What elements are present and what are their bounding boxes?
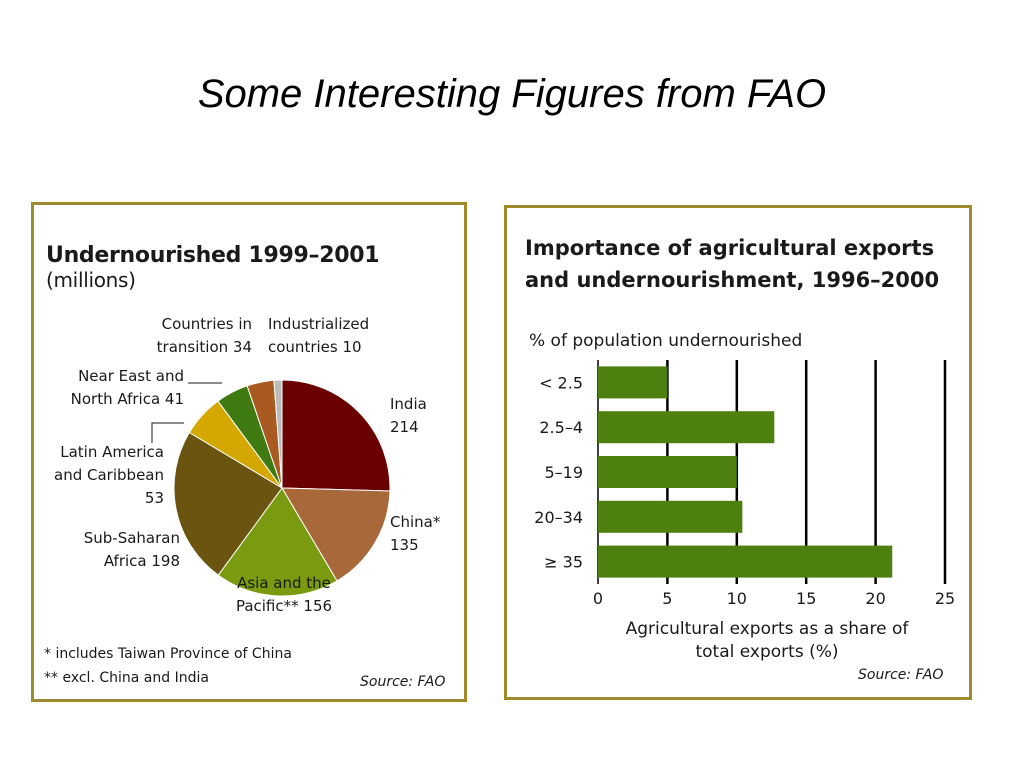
- pie-slice-7: [273, 379, 283, 489]
- bar-category-label-3: 20–34: [534, 508, 583, 527]
- pie-source: Source: FAO: [360, 674, 446, 690]
- bar-x-axis-label: Agricultural exports as a share of total …: [626, 619, 910, 662]
- agri-exports-bar-panel: Importance of agricultural exports and u…: [504, 205, 972, 700]
- pie-chart: India 214 China* 135 Asia and the Pacific** 1…: [54, 315, 441, 615]
- pie-label-1: China* 135: [390, 513, 441, 554]
- bar-3: [598, 500, 743, 533]
- bar-source: Source: FAO: [858, 667, 944, 683]
- pie-label-7: Industrialized countries 10: [268, 315, 369, 356]
- pie-slice-2: [217, 487, 338, 597]
- pie-chart-unit: (millions): [46, 268, 136, 292]
- bar-x-tick-1: 5: [662, 589, 672, 608]
- bar-chart: % of population undernourished 0 5 10 15 20 25…: [529, 331, 955, 662]
- pie-label-3: Sub-Saharan Africa 198: [84, 529, 180, 570]
- pie-label-0: India 214: [390, 395, 427, 436]
- pie-label-5: Near East and North Africa 41: [71, 367, 184, 408]
- bar-y-axis-label: % of population undernourished: [529, 331, 802, 351]
- undernourished-pie-panel: Undernourished 1999–2001 (millions) Indi…: [31, 202, 467, 702]
- bar-2: [598, 456, 737, 488]
- bar-category-label-1: 2.5–4: [539, 418, 583, 437]
- bar-0: [598, 366, 668, 399]
- pie-label-6: Countries in transition 34: [157, 315, 252, 356]
- bar-4: [598, 545, 893, 578]
- pie-label-4: Latin America and Caribbean 53: [54, 443, 164, 507]
- bar-x-tick-2: 10: [727, 589, 747, 608]
- bar-x-tick-0: 0: [593, 589, 603, 608]
- pie-label-2: Asia and the Pacific** 156: [236, 574, 332, 615]
- bar-chart-title-line2: and undernourishment, 1996–2000: [525, 268, 940, 292]
- bar-category-label-4: ≥ 35: [544, 553, 583, 572]
- pie-chart-title: Undernourished 1999–2001 (millions): [46, 243, 464, 293]
- bar-x-tick-3: 15: [796, 589, 816, 608]
- bar-chart-title-line1: Importance of agricultural exports: [525, 236, 935, 260]
- footnote-taiwan: * includes Taiwan Province of China: [44, 646, 292, 662]
- bar-category-label-2: 5–19: [544, 463, 583, 482]
- pie-slice-0: [281, 379, 391, 492]
- footnote-asia-pacific: ** excl. China and India: [44, 670, 209, 686]
- bar-category-label-0: < 2.5: [539, 373, 583, 392]
- bar-chart-title: Importance of agricultural exports and u…: [525, 232, 965, 296]
- slide-title: Some Interesting Figures from FAO: [197, 72, 827, 116]
- bar-x-tick-4: 20: [865, 589, 885, 608]
- bar-1: [598, 411, 775, 444]
- pie-chart-title-text: Undernourished 1999–2001: [46, 243, 380, 268]
- pie-slice-3: [173, 431, 283, 576]
- pie-slice-1: [281, 487, 391, 582]
- pie-leader-latin-america: [151, 422, 184, 443]
- bar-x-tick-5: 25: [935, 589, 955, 608]
